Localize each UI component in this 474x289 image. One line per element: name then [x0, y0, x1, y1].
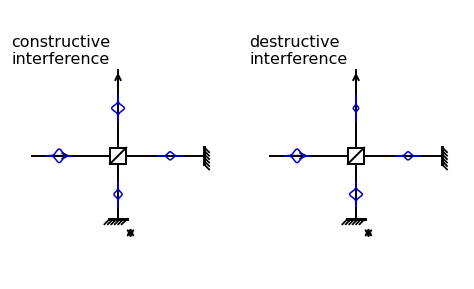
- Text: constructive
interference: constructive interference: [11, 35, 110, 67]
- Bar: [348, 148, 364, 164]
- Bar: [110, 148, 126, 164]
- Text: destructive
interference: destructive interference: [249, 35, 348, 67]
